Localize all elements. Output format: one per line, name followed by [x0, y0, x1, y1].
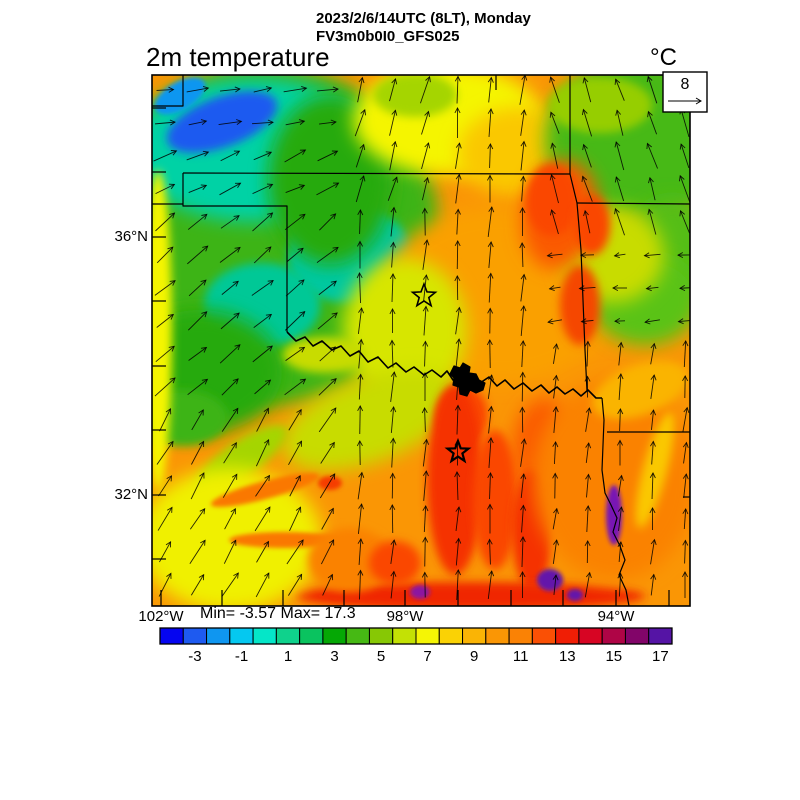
- wind-reference-value: 8: [681, 76, 690, 93]
- lon-tick-label: 94°W: [597, 608, 635, 625]
- colorbar-tick-label: 9: [470, 648, 478, 665]
- colorbar-tick-label: -3: [188, 648, 201, 665]
- colorbar-tick-label: 3: [330, 648, 338, 665]
- state-borders: [152, 75, 690, 606]
- map-frame: [151, 74, 691, 607]
- lat-tick-label: 36°N: [114, 228, 148, 245]
- colorbar-tick-label: 5: [377, 648, 385, 665]
- lon-tick-label: 102°W: [138, 608, 184, 625]
- colorbar: -3 -1 1 3 5 7 9 11 13 15 17: [159, 627, 673, 665]
- header-model-name: FV3m0b0I0_GFS025: [316, 28, 460, 45]
- colorbar-tick-label: 15: [605, 648, 622, 665]
- units-label: °C: [650, 44, 677, 71]
- colorbar-tick-label: 13: [559, 648, 576, 665]
- lon-tick-label: 98°W: [386, 608, 424, 625]
- wind-vectors: [153, 75, 690, 601]
- colorbar-tick-label: 1: [284, 648, 292, 665]
- colorbar-tick-label: 7: [423, 648, 431, 665]
- colorbar-tick-label: 17: [652, 648, 669, 665]
- red-river-border: [286, 331, 602, 399]
- plot-title: 2m temperature: [146, 42, 330, 72]
- lat-tick-label: 32°N: [114, 486, 148, 503]
- colorbar-tick-label: -1: [235, 648, 248, 665]
- lake-texoma: [449, 362, 486, 397]
- temperature-field: [152, 75, 690, 606]
- colorbar-tick-label: 11: [513, 648, 529, 665]
- wind-reference-key: 8: [662, 71, 708, 113]
- header-datetime: 2023/2/6/14UTC (8LT), Monday: [316, 10, 531, 27]
- minmax-stats: Min= -3.57 Max= 17.3: [200, 605, 356, 622]
- city-star-markers: [410, 281, 472, 464]
